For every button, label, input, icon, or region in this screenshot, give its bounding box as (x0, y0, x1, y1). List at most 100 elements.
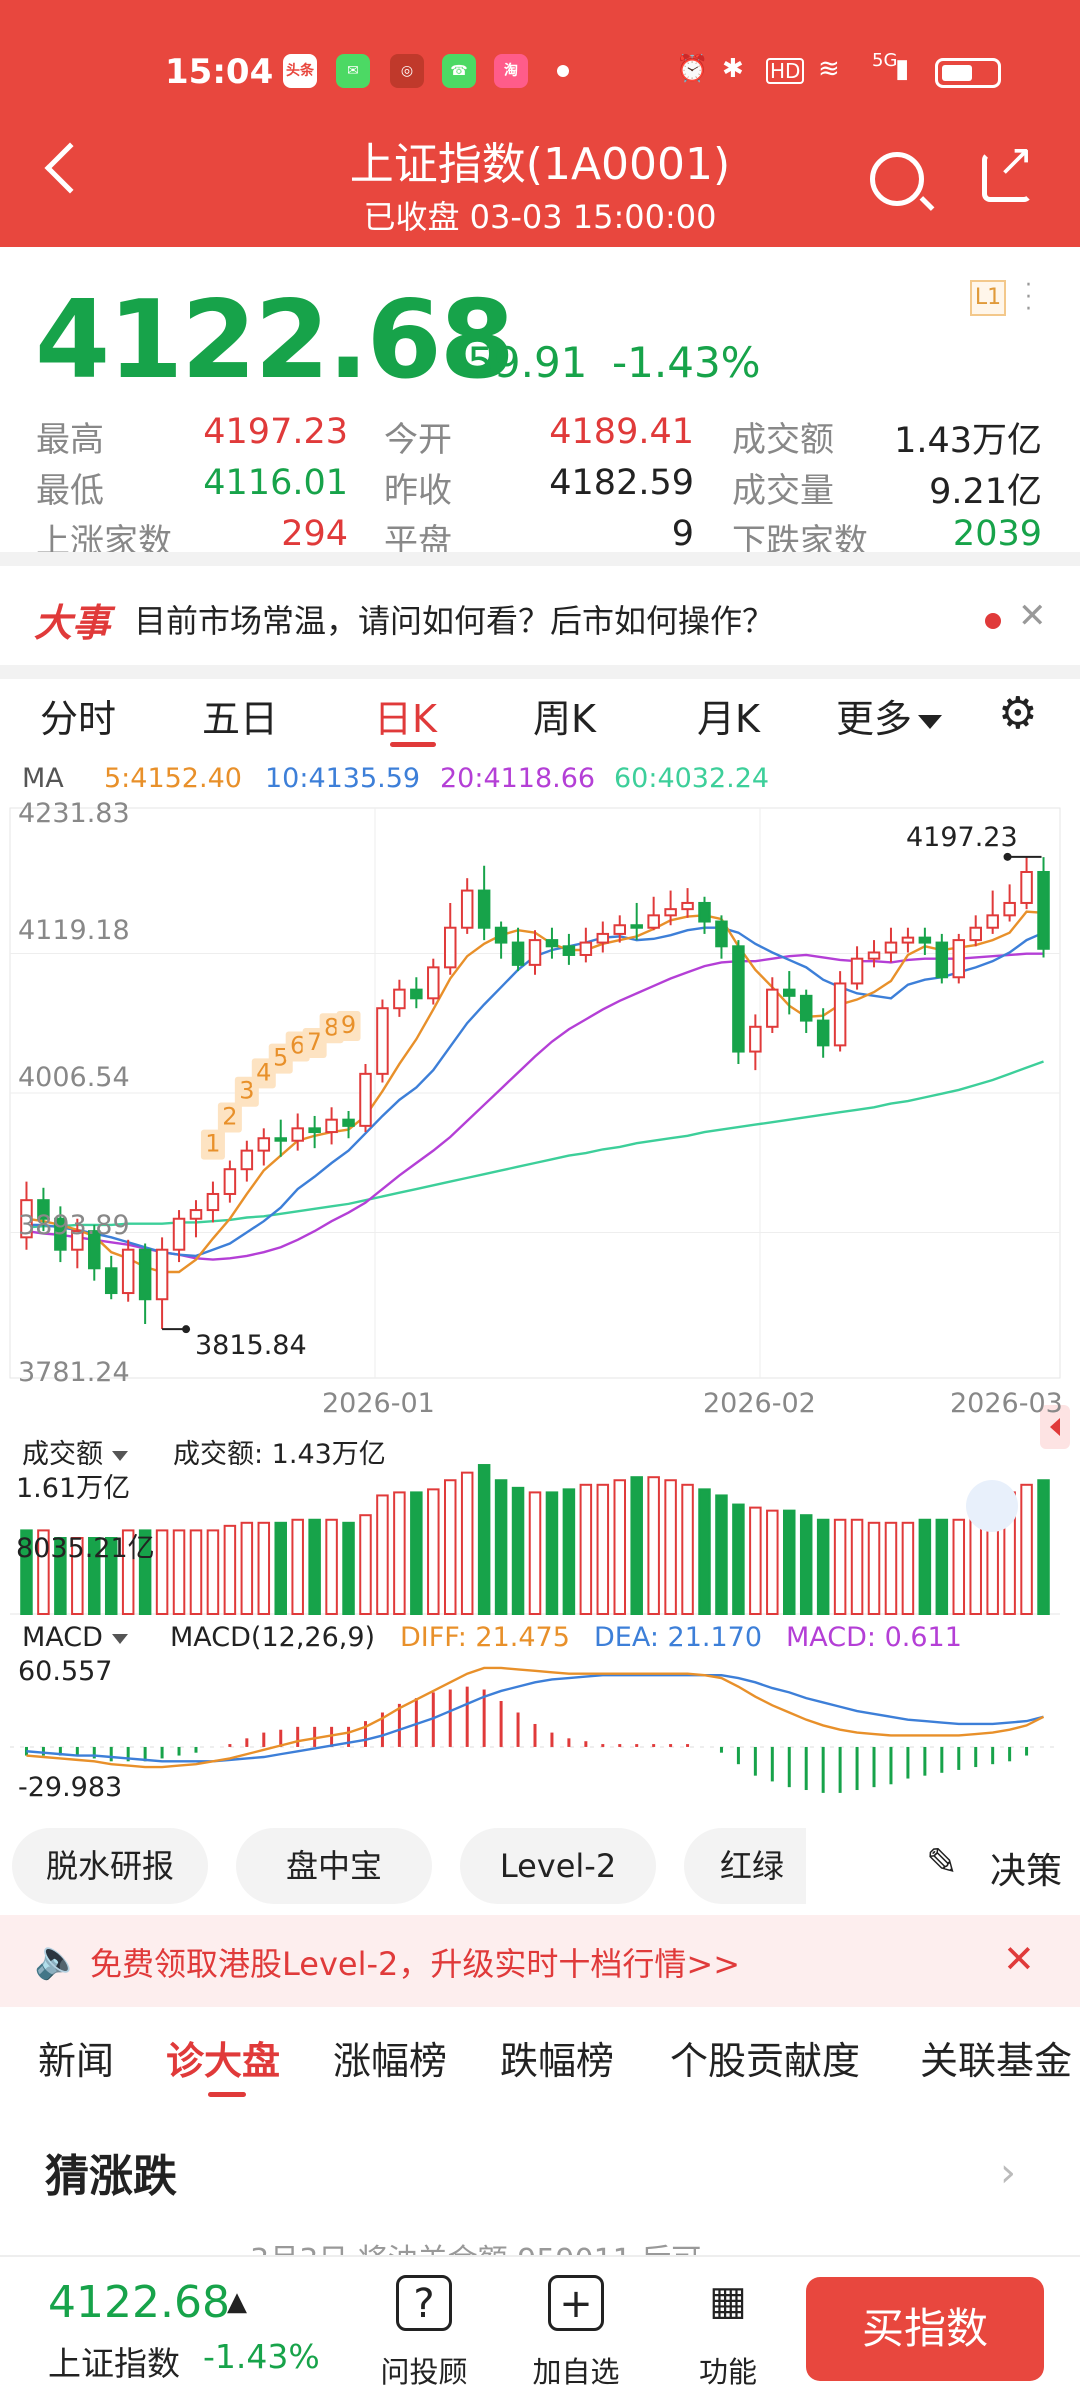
functions-grid-icon[interactable]: ▦ (709, 2278, 747, 2324)
tab-more[interactable]: 更多 (836, 688, 943, 743)
buy-index-button[interactable]: 买指数 (806, 2277, 1044, 2381)
x-axis-label: 2026-03 (950, 1388, 1063, 1419)
tab-daily-k[interactable]: 日K (374, 697, 437, 741)
add-watchlist-icon[interactable]: + (548, 2275, 604, 2331)
macd-axis-top: 60.557 (18, 1656, 113, 1687)
candle-body (308, 1127, 321, 1134)
news-text[interactable]: 目前市场常温，请问如何看？后市如何操作？ (134, 602, 775, 640)
candle-body (37, 1199, 50, 1220)
tab-weekly-k[interactable]: 周K (533, 697, 596, 741)
close-icon[interactable]: ✕ (1018, 596, 1047, 636)
y-axis-label: 4119.18 (18, 915, 130, 946)
news-ticker[interactable]: 大事 目前市场常温，请问如何看？后市如何操作？ ✕ (0, 560, 1080, 670)
candle-body (579, 941, 593, 956)
tab-gainers[interactable]: 涨幅榜 (333, 2039, 448, 2083)
ma5-value: 5:4152.40 (104, 763, 242, 794)
ask-advisor-label[interactable]: 问投顾 (380, 2355, 468, 2389)
ma20-value: 20:4118.66 (440, 763, 596, 794)
ma60-line (26, 1060, 1044, 1229)
ma10-value: 10:4135.59 (265, 763, 421, 794)
candle-body (884, 941, 898, 954)
volume-bar (596, 1483, 610, 1615)
tab-related-funds[interactable]: 关联基金 (920, 2039, 1073, 2083)
scroll-left-icon (1050, 1418, 1060, 1436)
sequence-label: 8 (324, 1013, 339, 1041)
candle-body (681, 901, 694, 911)
speaker-icon: 🔈 (34, 1937, 82, 1981)
candle-body (664, 908, 677, 917)
search-icon[interactable] (870, 152, 924, 206)
candle-body (647, 914, 660, 929)
signal-icon: ▮ (895, 54, 910, 84)
level-badge[interactable]: L1 (970, 280, 1006, 316)
stat-value: 9 (671, 514, 694, 554)
close-icon[interactable]: ✕ (1003, 1937, 1035, 1981)
decision-label[interactable]: 决策 (990, 1851, 1063, 1892)
candle-body (206, 1192, 220, 1212)
volume-bar (155, 1529, 169, 1616)
low-marker-label: 3815.84 (195, 1330, 307, 1361)
candle-body (223, 1168, 237, 1195)
volume-bar (71, 1537, 84, 1615)
tab-diagnose-market[interactable]: 诊大盘 (166, 2039, 281, 2083)
chevron-right-icon[interactable]: › (1000, 2150, 1016, 2196)
volume-bar (833, 1518, 847, 1616)
volume-bar (376, 1494, 389, 1615)
more-dots-icon[interactable]: · · · (1025, 273, 1032, 322)
page-title: 上证指数(1A0001) (349, 139, 731, 190)
sequence-label: 4 (256, 1058, 271, 1086)
chip-red-green[interactable]: 红绿电 (684, 1828, 806, 1904)
dropdown-triangle-icon (918, 714, 943, 729)
macd-axis-bottom: -29.983 (18, 1772, 123, 1803)
volume-bar (223, 1524, 237, 1616)
volume-bar (630, 1476, 643, 1616)
volume-bar (816, 1518, 830, 1616)
candle-body (816, 1019, 830, 1047)
candle-body (189, 1209, 203, 1220)
candle-body (427, 966, 440, 1000)
volume-bar (477, 1464, 491, 1615)
tab-more-label: 更多 (836, 697, 913, 741)
tab-news[interactable]: 新闻 (38, 2039, 115, 2083)
macd-selector[interactable]: MACD (22, 1622, 128, 1653)
macd-selector-label: MACD (22, 1622, 103, 1653)
chip-panzhongbao[interactable]: 盘中宝 (236, 1828, 432, 1904)
volume-bar (393, 1491, 406, 1616)
tab-five-day[interactable]: 五日 (202, 697, 279, 741)
volume-bar (189, 1529, 203, 1616)
ask-advisor-icon[interactable]: ? (396, 2275, 452, 2331)
decision-icon[interactable]: ✎ (926, 1840, 958, 1884)
signal-label: 5G (872, 50, 898, 71)
expand-up-icon[interactable]: ▲ (227, 2287, 247, 2317)
add-watchlist-label[interactable]: 加自选 (532, 2355, 620, 2389)
promo-banner[interactable]: 🔈 免费领取港股Level-2，升级实时十档行情>> ✕ (0, 1915, 1080, 2007)
tab-contribution[interactable]: 个股贡献度 (670, 2039, 861, 2083)
volume-bar (1020, 1483, 1033, 1615)
candle-body (528, 939, 542, 966)
settings-gear-icon[interactable]: ⚙ (998, 688, 1038, 739)
tab-monthly-k[interactable]: 月K (697, 697, 760, 741)
volume-selector[interactable]: 成交额 (22, 1432, 128, 1471)
chip-level2[interactable]: Level-2 (460, 1828, 656, 1904)
tab-intraday[interactable]: 分时 (40, 697, 117, 741)
toutiao-app-icon: 头条 (283, 54, 317, 88)
volume-bar (952, 1518, 966, 1616)
dropdown-triangle-icon (111, 1450, 128, 1461)
candle-body (291, 1127, 304, 1142)
volume-bar (783, 1509, 796, 1616)
volume-bar (850, 1518, 864, 1616)
volume-bar (54, 1537, 67, 1615)
candle-body (918, 936, 932, 944)
chip-research[interactable]: 脱水研报 (12, 1828, 208, 1904)
stat-label: 成交额 (732, 420, 834, 460)
functions-label[interactable]: 功能 (698, 2355, 757, 2389)
guess-section-title[interactable]: 猜涨跌 (45, 2151, 177, 2202)
share-icon[interactable] (982, 135, 1034, 202)
sequence-highlight (336, 1010, 361, 1041)
y-axis-label: 4231.83 (18, 798, 130, 829)
tab-losers[interactable]: 跌幅榜 (500, 2039, 615, 2083)
volume-bar (545, 1491, 559, 1616)
banner-text[interactable]: 免费领取港股Level-2，升级实时十档行情>> (90, 1945, 741, 1983)
bluetooth-icon: ✱ (722, 54, 744, 84)
